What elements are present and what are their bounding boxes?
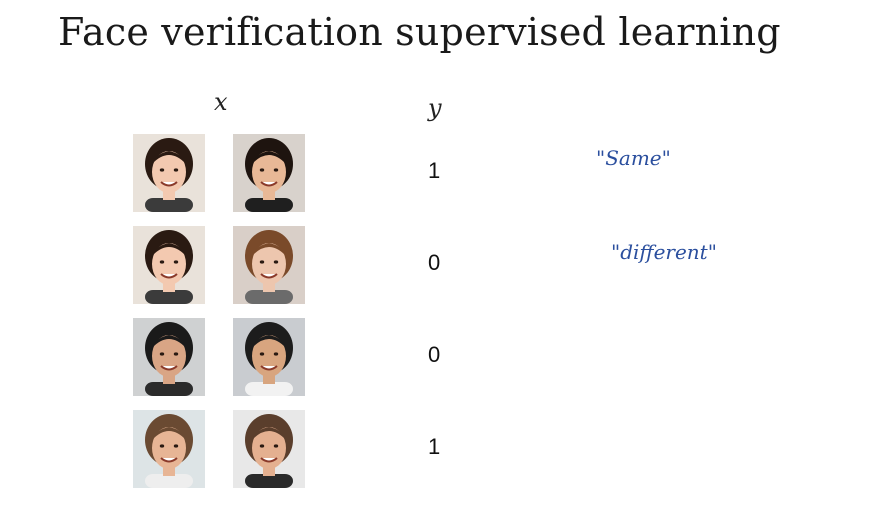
face-photo-icon xyxy=(233,410,305,488)
slide-title: Face verification supervised learning xyxy=(58,10,781,54)
y-value: 0 xyxy=(428,342,441,367)
pair-row: 1 xyxy=(0,134,869,214)
y-value: 0 xyxy=(428,250,441,275)
handwritten-note-same: "Same" xyxy=(596,146,671,170)
face-photo-icon xyxy=(133,410,205,488)
y-value: 1 xyxy=(428,158,441,183)
x-column-label: x xyxy=(214,88,228,116)
face-photo-icon xyxy=(133,226,205,304)
pair-row: 0 xyxy=(0,226,869,306)
face-photo-icon xyxy=(133,134,205,212)
pair-row: 0 xyxy=(0,318,869,398)
face-photo-icon xyxy=(233,134,305,212)
face-photo-icon xyxy=(233,318,305,396)
handwritten-note-different: "different" xyxy=(611,240,717,264)
pair-row: 1 xyxy=(0,410,869,490)
face-photo-icon xyxy=(133,318,205,396)
y-value: 1 xyxy=(428,434,441,459)
face-photo-icon xyxy=(233,226,305,304)
y-column-label: y xyxy=(428,94,442,122)
